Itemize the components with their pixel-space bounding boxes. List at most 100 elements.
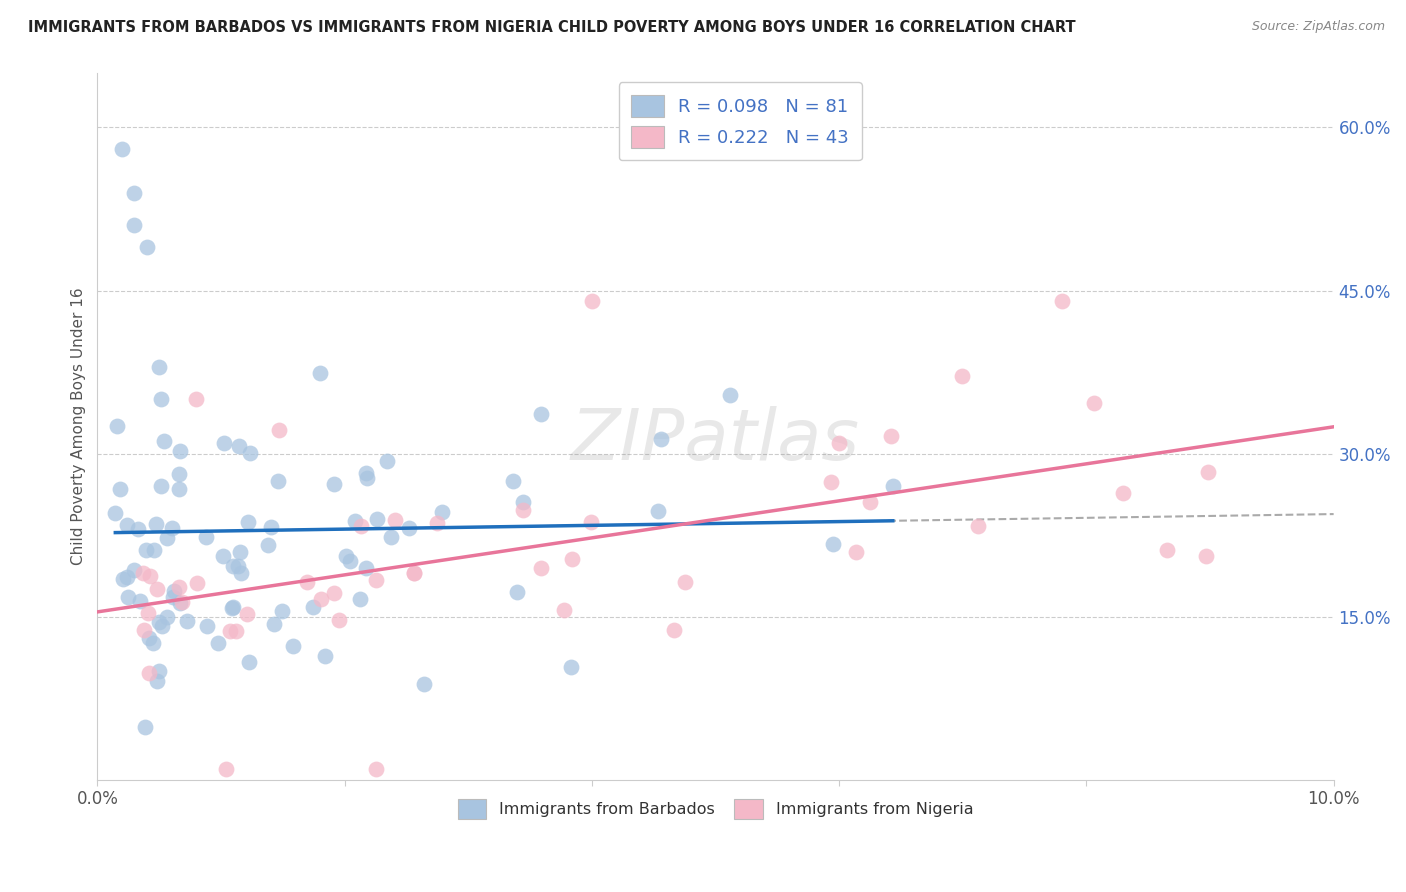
- Point: [650, 432, 672, 446]
- Point: [238, 516, 260, 530]
- Point: [502, 474, 524, 488]
- Point: [380, 530, 402, 544]
- Point: [221, 601, 243, 615]
- Point: [281, 639, 304, 653]
- Point: [156, 610, 179, 624]
- Point: [222, 599, 245, 614]
- Point: [169, 443, 191, 458]
- Text: Source: ZipAtlas.com: Source: ZipAtlas.com: [1251, 20, 1385, 33]
- Point: [335, 549, 357, 563]
- Point: [309, 591, 332, 606]
- Point: [581, 294, 603, 309]
- Point: [239, 445, 262, 459]
- Point: [162, 590, 184, 604]
- Point: [404, 566, 426, 581]
- Point: [323, 477, 346, 491]
- Point: [127, 522, 149, 536]
- Point: [167, 482, 190, 496]
- Point: [111, 142, 134, 156]
- Point: [314, 648, 336, 663]
- Point: [146, 582, 169, 596]
- Point: [529, 407, 551, 421]
- Point: [1197, 466, 1219, 480]
- Point: [153, 434, 176, 449]
- Point: [967, 519, 990, 533]
- Point: [413, 677, 436, 691]
- Point: [356, 471, 378, 485]
- Point: [115, 570, 138, 584]
- Point: [821, 537, 844, 551]
- Point: [146, 673, 169, 688]
- Point: [880, 429, 903, 443]
- Text: ZIPatlas: ZIPatlas: [571, 406, 860, 475]
- Point: [238, 655, 260, 669]
- Point: [398, 521, 420, 535]
- Point: [135, 240, 157, 254]
- Point: [366, 762, 388, 776]
- Point: [136, 606, 159, 620]
- Point: [270, 604, 292, 618]
- Point: [122, 563, 145, 577]
- Point: [432, 505, 454, 519]
- Point: [139, 569, 162, 583]
- Point: [195, 530, 218, 544]
- Point: [309, 367, 332, 381]
- Point: [228, 545, 250, 559]
- Point: [108, 482, 131, 496]
- Point: [222, 559, 245, 574]
- Point: [512, 495, 534, 509]
- Point: [820, 475, 842, 489]
- Point: [170, 594, 193, 608]
- Point: [561, 552, 583, 566]
- Point: [150, 479, 173, 493]
- Point: [673, 575, 696, 590]
- Point: [505, 585, 527, 599]
- Point: [553, 603, 575, 617]
- Point: [295, 575, 318, 590]
- Point: [302, 599, 325, 614]
- Point: [195, 619, 218, 633]
- Point: [950, 368, 973, 383]
- Point: [328, 613, 350, 627]
- Point: [354, 561, 377, 575]
- Point: [148, 664, 170, 678]
- Point: [384, 513, 406, 527]
- Point: [1112, 485, 1135, 500]
- Point: [828, 435, 851, 450]
- Point: [134, 720, 156, 734]
- Point: [231, 566, 253, 581]
- Point: [132, 566, 155, 580]
- Point: [228, 439, 250, 453]
- Point: [845, 545, 868, 559]
- Point: [225, 624, 247, 638]
- Point: [219, 624, 242, 639]
- Point: [859, 495, 882, 509]
- Point: [1083, 396, 1105, 410]
- Text: IMMIGRANTS FROM BARBADOS VS IMMIGRANTS FROM NIGERIA CHILD POVERTY AMONG BOYS UND: IMMIGRANTS FROM BARBADOS VS IMMIGRANTS F…: [28, 20, 1076, 35]
- Point: [117, 591, 139, 605]
- Point: [148, 359, 170, 374]
- Point: [212, 435, 235, 450]
- Point: [143, 542, 166, 557]
- Point: [647, 504, 669, 518]
- Point: [145, 516, 167, 531]
- Point: [256, 538, 278, 552]
- Point: [882, 478, 904, 492]
- Point: [169, 596, 191, 610]
- Point: [267, 474, 290, 488]
- Point: [132, 623, 155, 637]
- Point: [129, 594, 152, 608]
- Point: [124, 186, 146, 200]
- Point: [150, 619, 173, 633]
- Point: [512, 503, 534, 517]
- Point: [1050, 294, 1073, 309]
- Point: [124, 219, 146, 233]
- Point: [366, 512, 388, 526]
- Point: [267, 423, 290, 437]
- Point: [156, 531, 179, 545]
- Point: [176, 614, 198, 628]
- Point: [163, 583, 186, 598]
- Point: [160, 521, 183, 535]
- Point: [226, 558, 249, 573]
- Point: [112, 573, 135, 587]
